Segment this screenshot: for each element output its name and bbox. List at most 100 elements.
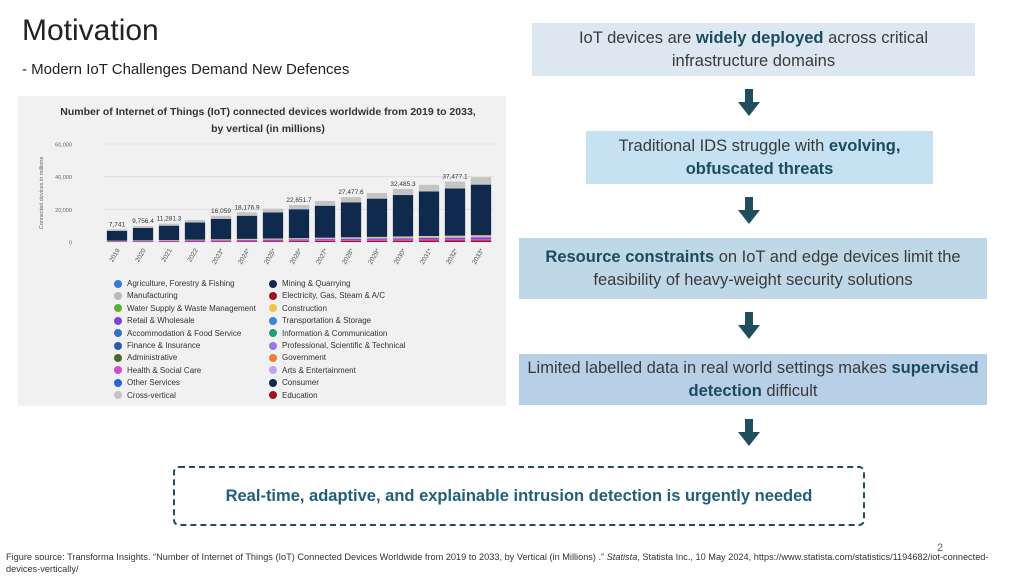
legend-label: Finance & Insurance bbox=[127, 341, 201, 350]
box-bold-text: widely deployed bbox=[696, 28, 824, 47]
legend-label: Electricity, Gas, Steam & A/C bbox=[282, 291, 385, 301]
bar-segment-cross-vertical bbox=[340, 197, 362, 203]
bar-segment bbox=[418, 239, 440, 241]
bar-segment bbox=[392, 239, 414, 241]
legend-label: Accommodation & Food Service bbox=[127, 328, 242, 338]
legend-swatch bbox=[269, 304, 277, 313]
bar-segment bbox=[366, 239, 388, 241]
bar-total-label: 22,651.7 bbox=[286, 197, 312, 204]
legend-swatch bbox=[114, 316, 122, 325]
bar-segment bbox=[314, 240, 336, 241]
bar-segment-cross-vertical bbox=[132, 226, 154, 228]
bar-segment-cross-vertical bbox=[184, 219, 206, 223]
bar-segment bbox=[444, 239, 466, 241]
legend-item: Manufacturing bbox=[114, 291, 178, 300]
bar-segment bbox=[470, 237, 492, 240]
bar-segment bbox=[444, 237, 466, 240]
bar-segment bbox=[366, 237, 388, 239]
bar-segment bbox=[314, 237, 336, 239]
legend-item: Health & Social Care bbox=[114, 366, 201, 375]
bar-segment-cross-vertical bbox=[418, 184, 440, 192]
down-arrow-icon bbox=[738, 197, 760, 224]
legend-item: Water Supply & Waste Management bbox=[114, 304, 256, 313]
bar-segment bbox=[262, 239, 284, 240]
slide-title: Motivation bbox=[22, 14, 159, 47]
bar-segment bbox=[470, 239, 492, 241]
legend-item: Transportation & Storage bbox=[269, 316, 371, 325]
x-tick-label: 2032* bbox=[445, 247, 460, 266]
bar-segment bbox=[366, 240, 388, 242]
bar-segment-cross-vertical bbox=[210, 215, 232, 219]
bar-segment bbox=[314, 239, 336, 241]
x-tick-label: 2020 bbox=[134, 247, 147, 263]
bar-segment bbox=[288, 238, 310, 239]
x-tick-label: 2029* bbox=[367, 247, 382, 266]
bar-total-label: 11,281.3 bbox=[157, 216, 182, 223]
legend-label: Transportation & Storage bbox=[282, 316, 372, 326]
box-limited-labelled-data: Limited labelled data in real world sett… bbox=[519, 354, 987, 405]
legend-label: Agriculture, Forestry & Fishing bbox=[127, 279, 235, 288]
legend-label: Education bbox=[282, 390, 318, 400]
bar-segment-cross-vertical bbox=[288, 205, 310, 210]
bar-segment bbox=[262, 240, 284, 242]
legend-swatch bbox=[269, 341, 277, 350]
bar-segment-cross-vertical bbox=[314, 201, 336, 206]
legend-label: Government bbox=[282, 353, 327, 363]
bar-total-label: 7,741 bbox=[109, 221, 126, 228]
bar-segment bbox=[288, 239, 310, 241]
y-tick-label: 40,000 bbox=[55, 175, 72, 181]
legend-swatch bbox=[269, 353, 277, 362]
bar-segment-consumer bbox=[366, 198, 388, 237]
legend-swatch bbox=[269, 279, 277, 288]
box-bold-text: evolving, obfuscated threats bbox=[685, 136, 901, 178]
bar-total-label: 18,176.9 bbox=[234, 204, 260, 211]
bar-segment-cross-vertical bbox=[262, 208, 284, 213]
legend-label: Construction bbox=[282, 303, 327, 313]
bar-total-label: 37,477.1 bbox=[442, 174, 468, 181]
legend-label: Health & Social Care bbox=[127, 365, 202, 375]
legend-swatch bbox=[114, 366, 122, 375]
legend-swatch bbox=[114, 391, 122, 400]
legend-label: Water Supply & Waste Management bbox=[127, 303, 256, 313]
chart-panel: Number of Internet of Things (IoT) conne… bbox=[18, 96, 506, 406]
bar-segment bbox=[392, 236, 414, 238]
legend-item: Other Services bbox=[114, 378, 180, 387]
x-tick-label: 2031* bbox=[419, 247, 434, 266]
bar-segment-cross-vertical bbox=[470, 177, 492, 185]
bar-segment bbox=[340, 239, 362, 241]
bar-segment-cross-vertical bbox=[444, 181, 466, 189]
legend-item: Administrative bbox=[114, 353, 177, 362]
bar-segment-cross-vertical bbox=[158, 223, 180, 226]
x-tick-label: 2019 bbox=[108, 247, 121, 263]
bar-segment-consumer bbox=[288, 209, 310, 239]
bar-segment bbox=[340, 240, 362, 242]
page-number: 2 bbox=[937, 542, 944, 554]
bar-segment-consumer bbox=[340, 202, 362, 238]
down-arrow-icon bbox=[738, 312, 760, 339]
legend-label: Retail & Wholesale bbox=[127, 316, 195, 326]
legend-swatch bbox=[269, 291, 277, 300]
legend-swatch bbox=[114, 279, 122, 288]
x-tick-label: 2030* bbox=[393, 247, 408, 266]
legend-swatch bbox=[114, 341, 122, 350]
bar-segment bbox=[340, 237, 362, 239]
x-tick-label: 2027* bbox=[315, 247, 330, 266]
slide-subtitle: - Modern IoT Challenges Demand New Defen… bbox=[22, 61, 350, 78]
legend-swatch bbox=[269, 378, 277, 387]
legend-item: Arts & Entertainment bbox=[269, 366, 356, 375]
box-resource-constraints: Resource constraints on IoT and edge dev… bbox=[519, 238, 987, 299]
legend-item: Information & Communication bbox=[269, 329, 387, 338]
y-tick-label: 60,000 bbox=[55, 143, 72, 149]
bar-segment-consumer bbox=[392, 195, 414, 237]
bar-segment-consumer bbox=[418, 191, 440, 236]
box-bold-text: Resource constraints bbox=[545, 247, 715, 266]
legend-item: Accommodation & Food Service bbox=[114, 329, 241, 338]
bar-segment bbox=[444, 240, 466, 242]
legend-label: Arts & Entertainment bbox=[282, 365, 356, 375]
legend-swatch bbox=[114, 329, 122, 338]
bar-segment-cross-vertical bbox=[236, 212, 258, 216]
bar-segment bbox=[418, 237, 440, 240]
bar-segment-cross-vertical bbox=[392, 188, 414, 196]
bar-segment bbox=[262, 241, 284, 242]
legend-label: Administrative bbox=[127, 353, 178, 363]
